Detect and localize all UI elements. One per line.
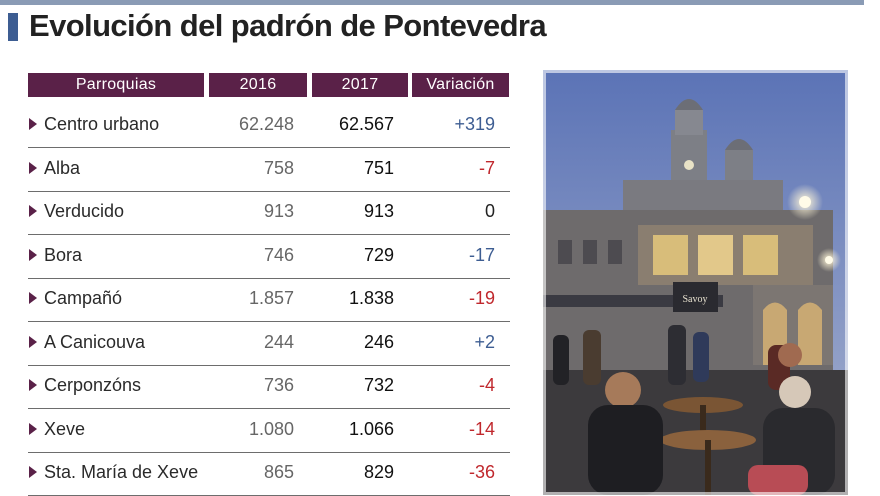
row-divider	[28, 190, 510, 192]
row-bullet-icon	[29, 422, 37, 435]
value-2016: 913	[263, 201, 294, 221]
row-divider	[28, 147, 510, 148]
value-2017: 751	[363, 157, 394, 178]
title-accent-bar	[8, 13, 18, 41]
table-row: Centro urbano 62.248 62.567 +319	[28, 105, 510, 148]
row-bullet-icon	[29, 466, 37, 478]
value-2017: 829	[363, 462, 394, 482]
value-2017: 246	[363, 331, 394, 352]
row-divider	[28, 408, 510, 409]
row-divider	[28, 451, 510, 453]
value-2017: 1.838	[348, 288, 394, 308]
row-divider	[28, 234, 510, 235]
parroquia-name: A Canicouva	[44, 331, 146, 352]
value-2017: 732	[363, 375, 394, 395]
value-2016: 758	[263, 157, 294, 178]
value-2016: 244	[263, 331, 294, 352]
table-row: Bora 746 729 -17	[28, 236, 510, 279]
variacion-value: +319	[454, 114, 495, 134]
value-2017: 1.066	[348, 418, 394, 439]
value-2017: 62.567	[338, 114, 394, 134]
value-2017: 913	[363, 201, 394, 221]
row-divider	[28, 321, 510, 322]
value-2016: 1.857	[248, 288, 294, 308]
parroquia-name: Sta. María de Xeve	[44, 462, 199, 482]
row-bullet-icon	[29, 205, 37, 217]
table-row: Verducido 913 913 0	[28, 192, 510, 235]
row-bullet-icon	[29, 335, 37, 348]
table-row: Xeve 1.080 1.066 -14	[28, 410, 510, 453]
parroquia-name: Centro urbano	[44, 114, 160, 134]
variacion-value: -7	[478, 157, 495, 178]
parroquia-name: Bora	[44, 244, 83, 265]
page-title: Evolución del padrón de Pontevedra	[29, 8, 547, 43]
parroquia-name: Campañó	[44, 288, 123, 308]
table-row: Cerponzóns 736 732 -4	[28, 366, 510, 409]
value-2016: 736	[263, 375, 294, 395]
top-rule	[0, 0, 864, 5]
value-2016: 865	[263, 462, 294, 482]
photo-illustration: Savoy	[543, 70, 848, 495]
variacion-value: -19	[468, 288, 495, 308]
parroquia-name: Verducido	[44, 201, 125, 221]
variacion-value: -36	[468, 462, 495, 482]
row-divider	[28, 277, 510, 279]
value-2016: 746	[263, 244, 294, 265]
parroquia-name: Cerponzóns	[44, 375, 142, 395]
value-2016: 62.248	[238, 114, 294, 134]
header-2016: 2016	[209, 73, 307, 97]
row-bullet-icon	[29, 292, 37, 304]
row-bullet-icon	[29, 118, 37, 130]
row-bullet-icon	[29, 161, 37, 174]
variacion-value: -4	[478, 375, 495, 395]
value-2017: 729	[363, 244, 394, 265]
header-parroquias: Parroquias	[28, 73, 204, 97]
row-divider	[28, 364, 510, 366]
variacion-value: -17	[468, 244, 495, 265]
variacion-value: +2	[474, 331, 495, 352]
table-row: Alba 758 751 -7	[28, 149, 510, 192]
table-row: A Canicouva 244 246 +2	[28, 323, 510, 366]
parroquia-name: Alba	[44, 157, 81, 178]
row-bullet-icon	[29, 379, 37, 391]
header-2017: 2017	[312, 73, 408, 97]
row-bullet-icon	[29, 248, 37, 261]
parroquia-name: Xeve	[44, 418, 86, 439]
header-variacion: Variación	[412, 73, 509, 97]
table-row: Campañó 1.857 1.838 -19	[28, 279, 510, 322]
variacion-value: 0	[484, 201, 495, 221]
savoy-sign-text: Savoy	[683, 294, 708, 305]
table-row: Sta. María de Xeve 865 829 -36	[28, 453, 510, 496]
value-2016: 1.080	[248, 418, 294, 439]
variacion-value: -14	[468, 418, 495, 439]
photo-plaza: Savoy	[543, 70, 848, 495]
